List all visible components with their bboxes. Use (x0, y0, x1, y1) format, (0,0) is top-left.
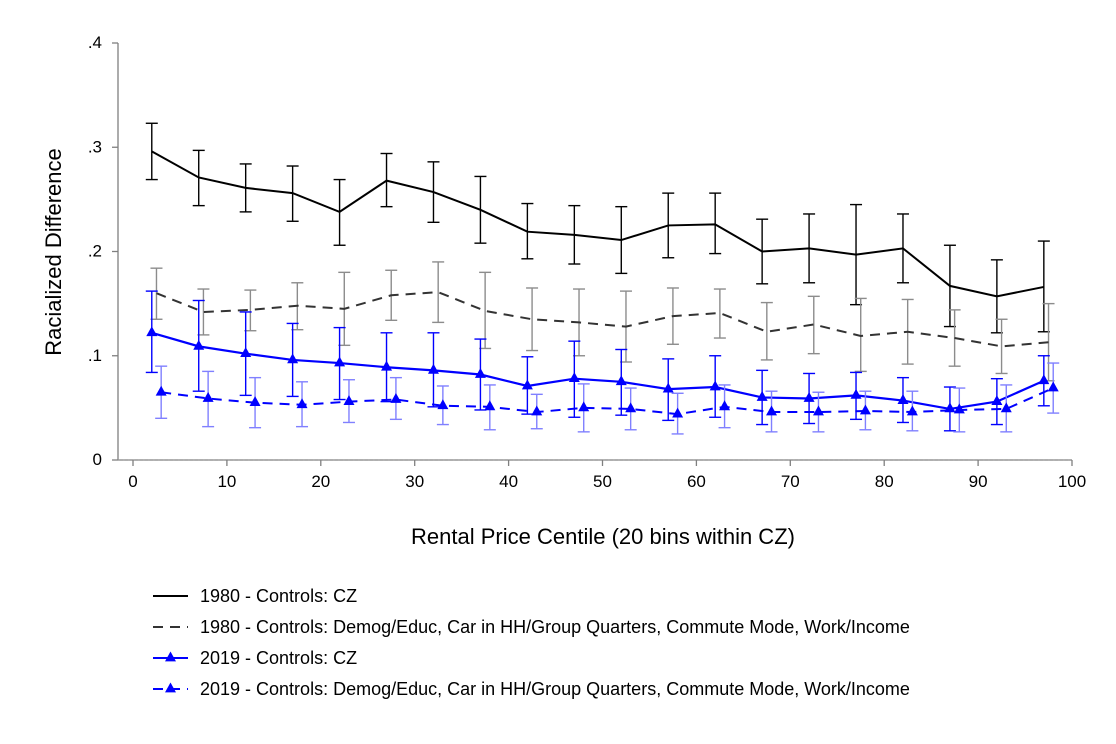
x-tick-label: 100 (1058, 472, 1086, 491)
y-tick-label: .1 (88, 346, 102, 365)
data-point (953, 403, 965, 414)
data-point (803, 391, 815, 402)
x-tick-label: 80 (875, 472, 894, 491)
series-line (151, 331, 1045, 411)
data-point (756, 390, 768, 401)
data-point (334, 356, 346, 367)
legend-label: 2019 - Controls: Demog/Educ, Car in HH/G… (200, 679, 910, 699)
data-point (719, 400, 731, 411)
data-point (474, 367, 486, 378)
data-point (240, 347, 252, 358)
legend-item-4: 2019 - Controls: Demog/Educ, Car in HH/G… (153, 679, 910, 699)
data-point (287, 353, 299, 364)
data-point (437, 399, 449, 410)
legend-label: 2019 - Controls: CZ (200, 648, 357, 668)
data-point (521, 379, 533, 390)
data-point (202, 391, 214, 402)
x-tick-label: 20 (311, 472, 330, 491)
data-point (343, 395, 355, 405)
axes: 0 .1 .2 .3 .4 0 10 20 30 40 50 60 70 80 90 100 (88, 33, 1086, 491)
data-point (381, 360, 393, 371)
legend-label: 1980 - Controls: CZ (200, 586, 357, 606)
y-tick-label: .3 (88, 137, 102, 156)
data-point (193, 339, 205, 350)
y-axis-title: Racialized Difference (41, 148, 66, 355)
data-point (615, 375, 627, 386)
data-point (1047, 381, 1059, 392)
legend-marker-swatch (165, 682, 176, 693)
data-point (812, 405, 824, 416)
legend-marker-swatch (165, 651, 176, 662)
data-point (249, 396, 261, 407)
data-point (625, 402, 637, 413)
y-tick-label: .4 (88, 33, 102, 52)
series-line (151, 150, 1045, 298)
series-3 (145, 290, 1050, 432)
data-point (390, 393, 402, 403)
data-point (897, 394, 909, 404)
series-1 (145, 122, 1050, 334)
plot-area (145, 122, 1060, 435)
data-point (850, 388, 862, 399)
x-tick-label: 60 (687, 472, 706, 491)
data-point (578, 401, 590, 412)
data-point (672, 407, 684, 418)
data-point (766, 405, 778, 416)
data-point (1038, 374, 1050, 385)
data-point (531, 405, 543, 416)
x-tick-label: 90 (969, 472, 988, 491)
data-point (155, 385, 167, 396)
legend-item-2: 1980 - Controls: Demog/Educ, Car in HH/G… (153, 617, 910, 637)
series-2 (150, 261, 1055, 382)
legend: 1980 - Controls: CZ 1980 - Controls: Demo… (153, 586, 910, 699)
data-point (709, 380, 721, 391)
series-4 (155, 362, 1060, 435)
y-tick-label: 0 (93, 450, 102, 469)
legend-item-3: 2019 - Controls: CZ (153, 648, 357, 668)
data-point (859, 404, 871, 415)
series-line (161, 387, 1054, 416)
x-tick-label: 0 (128, 472, 137, 491)
x-tick-label: 70 (781, 472, 800, 491)
data-point (1000, 402, 1012, 413)
x-tick-label: 50 (593, 472, 612, 491)
data-point (146, 326, 158, 337)
data-point (484, 400, 496, 411)
legend-item-1: 1980 - Controls: CZ (153, 586, 357, 606)
data-point (991, 395, 1003, 405)
data-point (662, 382, 674, 393)
data-point (427, 363, 439, 374)
data-point (568, 372, 580, 383)
x-tick-label: 30 (405, 472, 424, 491)
data-point (296, 398, 308, 409)
x-tick-label: 40 (499, 472, 518, 491)
data-point (906, 405, 918, 416)
x-axis-title: Rental Price Centile (20 bins within CZ) (411, 524, 795, 549)
y-tick-label: .2 (88, 242, 102, 261)
legend-label: 1980 - Controls: Demog/Educ, Car in HH/G… (200, 617, 910, 637)
x-tick-label: 10 (217, 472, 236, 491)
